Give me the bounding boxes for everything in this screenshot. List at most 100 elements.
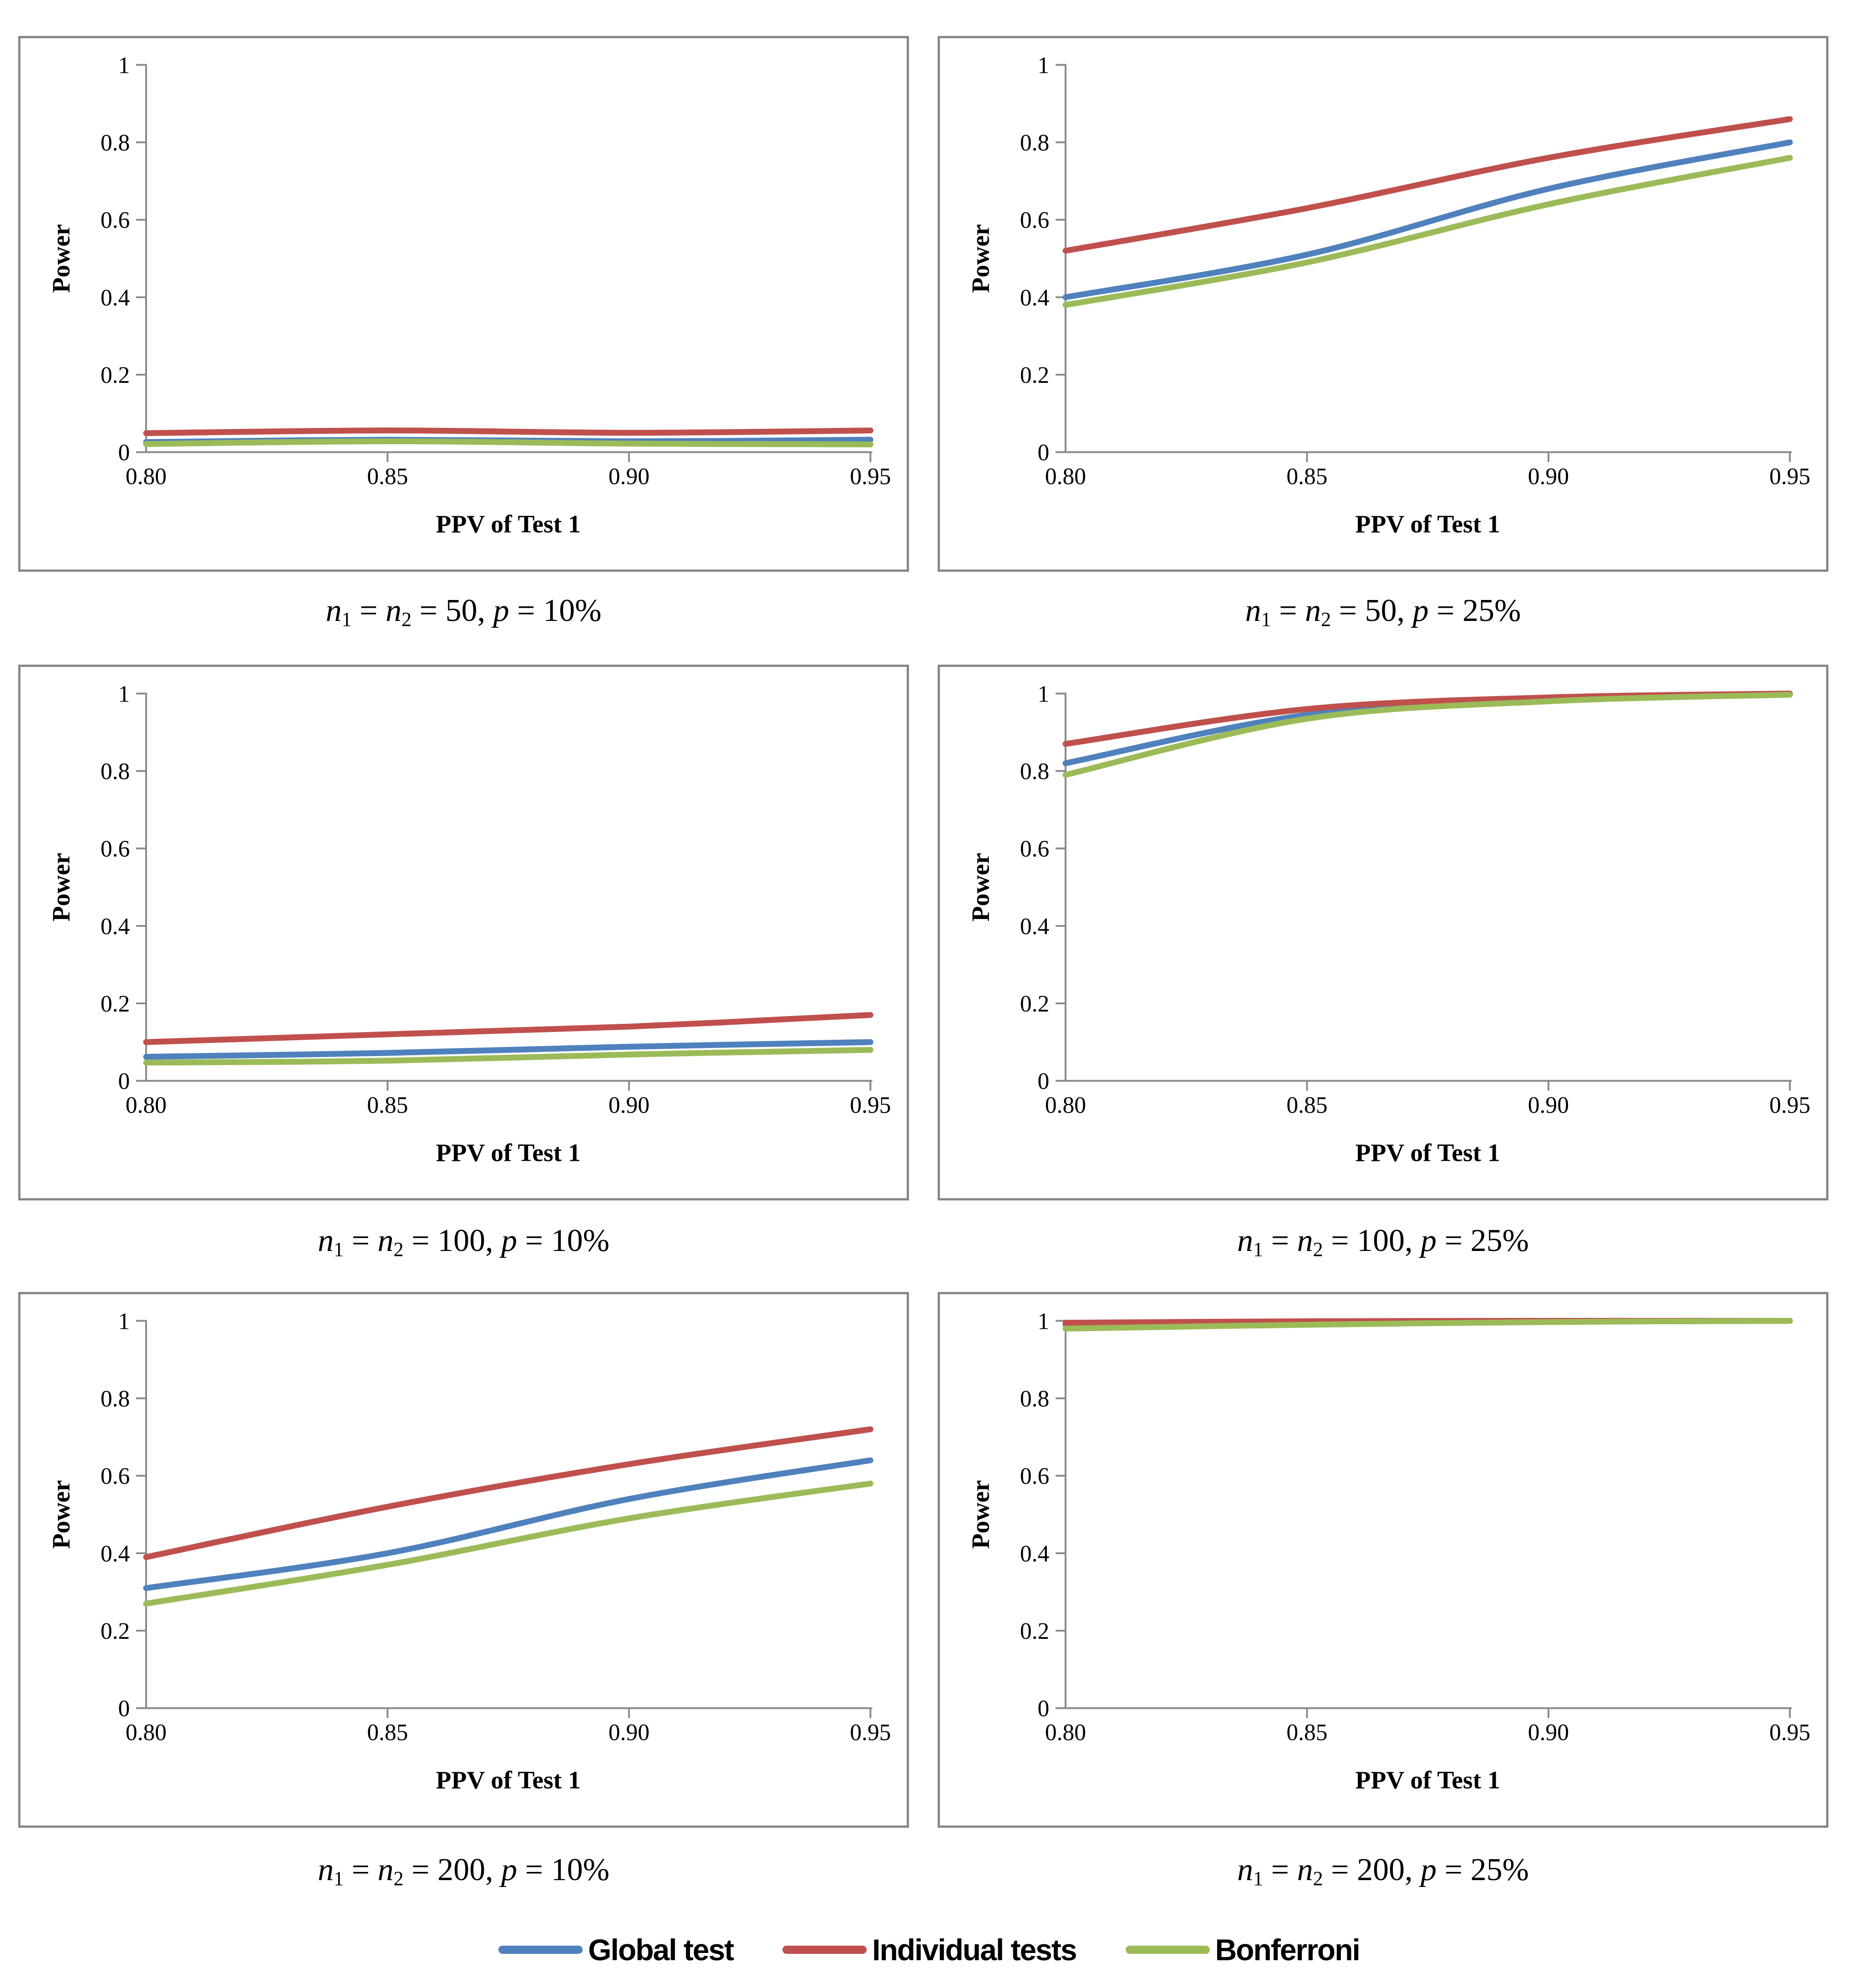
- caption-eq: =: [344, 1223, 378, 1258]
- caption-var-p: p: [1412, 593, 1429, 628]
- caption-var-n1: n: [1245, 593, 1261, 628]
- caption-eq: =: [411, 593, 446, 628]
- y-tick-label: 0.2: [1020, 1618, 1049, 1644]
- series-line-individual-tests: [143, 1012, 873, 1045]
- caption-n-value: 50,: [1365, 593, 1413, 628]
- power-chart-n100-p25: 0 0.2 0.4 0.6 0.8 1 0.80 0.85 0.90 0.95 PPV of Tes…: [967, 681, 1810, 1167]
- chart-panel-n200-p25: 0 0.2 0.4 0.6 0.8 1 0.80 0.85 0.90 0.95 PPV of Tes…: [938, 1292, 1828, 1828]
- x-tick-label: 0.95: [850, 1720, 891, 1746]
- series-line-individual-tests: [143, 427, 873, 436]
- y-tick-label: 0: [118, 1696, 130, 1722]
- caption-var-n1: n: [318, 1223, 334, 1258]
- y-tick-label: 0: [118, 440, 130, 466]
- bonferroni-line-swatch: [1125, 1946, 1210, 1954]
- y-axis-title: Power: [47, 853, 75, 921]
- series-line-global-test: [143, 1457, 873, 1591]
- caption-p-value: 10%: [551, 1223, 609, 1258]
- y-tick-label: 0.4: [101, 914, 130, 940]
- y-tick-label: 0.4: [1020, 285, 1049, 311]
- caption-n-value: 200,: [1357, 1852, 1421, 1887]
- x-tick-label: 0.90: [609, 1720, 650, 1746]
- legend-label-individual-tests: Individual tests: [872, 1933, 1077, 1967]
- x-tick-label: 0.80: [1045, 1093, 1086, 1119]
- panel-caption-n50-p25: n1 = n2 = 50, p = 25%: [938, 593, 1828, 630]
- caption-var-n1: n: [325, 593, 342, 628]
- y-tick-label: 0.8: [101, 758, 130, 784]
- x-tick-label: 0.80: [126, 464, 167, 490]
- x-axis-title: PPV of Test 1: [436, 511, 581, 539]
- legend-item-individual-tests: Individual tests: [782, 1932, 1077, 1967]
- y-tick-label: 0: [118, 1068, 130, 1094]
- caption-var-n2: n: [377, 1852, 394, 1887]
- y-tick-label: 0: [1038, 1696, 1050, 1722]
- y-axis-title: Power: [967, 853, 995, 921]
- x-tick-label: 0.90: [1528, 1093, 1569, 1119]
- caption-p-value: 25%: [1470, 1223, 1529, 1258]
- caption-var-n1: n: [318, 1852, 334, 1887]
- series-line-bonferroni: [143, 1480, 873, 1607]
- x-axis-title: PPV of Test 1: [1355, 1139, 1500, 1167]
- panel-caption-n50-p10: n1 = n2 = 50, p = 10%: [18, 593, 909, 630]
- caption-p-value: 25%: [1470, 1852, 1529, 1887]
- x-tick-label: 0.90: [1528, 464, 1569, 490]
- y-tick-label: 0.2: [101, 1618, 130, 1644]
- y-tick-label: 0.8: [101, 1386, 130, 1412]
- y-tick-label: 0.8: [1020, 758, 1049, 784]
- chart-panel-n100-p25: 0 0.2 0.4 0.6 0.8 1 0.80 0.85 0.90 0.95 PPV of Tes…: [938, 665, 1828, 1200]
- caption-p-value: 25%: [1462, 593, 1521, 628]
- caption-eq: =: [1428, 593, 1463, 628]
- series-line-bonferroni: [1062, 691, 1793, 778]
- series-line-bonferroni: [143, 1047, 873, 1066]
- power-chart-n50-p25: 0 0.2 0.4 0.6 0.8 1 0.80 0.85 0.90 0.95 PPV of Tes…: [967, 52, 1810, 539]
- caption-eq: =: [509, 593, 543, 628]
- caption-var-p: p: [501, 1852, 518, 1887]
- x-tick-label: 0.85: [1286, 1093, 1327, 1119]
- chart-panel-n50-p25: 0 0.2 0.4 0.6 0.8 1 0.80 0.85 0.90 0.95 PPV of Tes…: [938, 36, 1828, 572]
- y-tick-label: 1: [118, 52, 130, 78]
- caption-n-value: 100,: [437, 1223, 502, 1258]
- caption-p-value: 10%: [543, 593, 602, 628]
- caption-eq: =: [1437, 1223, 1471, 1258]
- series-line-individual-tests: [1062, 116, 1793, 254]
- power-chart-n200-p10: 0 0.2 0.4 0.6 0.8 1 0.80 0.85 0.90 0.95 PPV of Tes…: [47, 1308, 891, 1794]
- series-line-bonferroni: [1062, 1318, 1793, 1332]
- y-axis-title: Power: [47, 224, 75, 293]
- chart-panel-n50-p10: 0 0.2 0.4 0.6 0.8 1 0.80 0.85 0.90 0.95 PPV of Tes…: [18, 36, 909, 572]
- x-tick-label: 0.95: [1769, 1720, 1810, 1746]
- y-tick-label: 0.2: [101, 991, 130, 1017]
- x-axis-title: PPV of Test 1: [436, 1139, 581, 1167]
- caption-eq: =: [351, 593, 386, 628]
- y-axis-title: Power: [47, 1480, 75, 1549]
- caption-var-p: p: [493, 593, 509, 628]
- power-chart-n100-p10: 0 0.2 0.4 0.6 0.8 1 0.80 0.85 0.90 0.95 PPV of Tes…: [47, 681, 891, 1167]
- y-tick-label: 0.2: [101, 362, 130, 388]
- x-tick-label: 0.80: [126, 1720, 167, 1746]
- chart-panel-n200-p10: 0 0.2 0.4 0.6 0.8 1 0.80 0.85 0.90 0.95 PPV of Tes…: [18, 1292, 909, 1828]
- y-tick-label: 0.6: [1020, 836, 1049, 862]
- y-tick-label: 0.6: [101, 208, 130, 234]
- caption-var-n1: n: [1237, 1852, 1254, 1887]
- x-axis-title: PPV of Test 1: [1355, 511, 1500, 539]
- y-tick-label: 0.6: [101, 1464, 130, 1490]
- y-tick-label: 0.2: [1020, 362, 1049, 388]
- chart-panel-n100-p10: 0 0.2 0.4 0.6 0.8 1 0.80 0.85 0.90 0.95 PPV of Tes…: [18, 665, 909, 1200]
- x-tick-label: 0.85: [367, 1720, 408, 1746]
- power-chart-n50-p10: 0 0.2 0.4 0.6 0.8 1 0.80 0.85 0.90 0.95 PPV of Tes…: [47, 52, 891, 539]
- series-line-individual-tests: [1062, 691, 1793, 747]
- caption-var-n2: n: [386, 593, 402, 628]
- x-tick-label: 0.95: [850, 464, 891, 490]
- y-tick-label: 0.8: [101, 130, 130, 156]
- y-tick-label: 0.4: [101, 285, 130, 311]
- caption-n-value: 50,: [445, 593, 493, 628]
- caption-var-n1: n: [1237, 1223, 1254, 1258]
- y-tick-label: 0.6: [1020, 1464, 1049, 1490]
- x-tick-label: 0.80: [1045, 464, 1086, 490]
- y-tick-label: 0.8: [1020, 1386, 1049, 1412]
- caption-sub-1: 1: [1261, 608, 1271, 630]
- x-axis-title: PPV of Test 1: [1355, 1767, 1500, 1795]
- caption-sub-1: 1: [334, 1867, 344, 1890]
- caption-sub-2: 2: [1321, 608, 1331, 630]
- caption-var-p: p: [1421, 1223, 1437, 1258]
- x-tick-label: 0.85: [367, 464, 408, 490]
